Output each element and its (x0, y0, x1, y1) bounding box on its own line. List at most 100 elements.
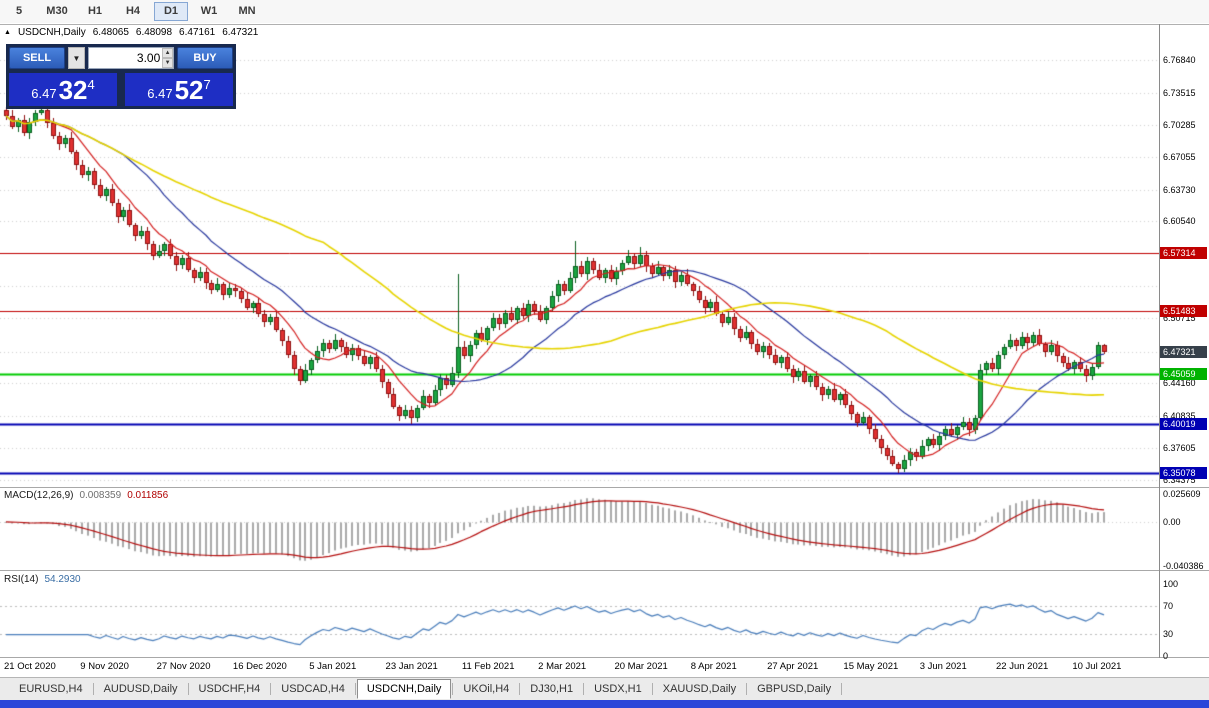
price-scale-label: 6.40835 (1163, 411, 1196, 422)
sell-button[interactable]: SELL (9, 47, 65, 69)
chart-title: USDCNH,Daily (17, 27, 86, 38)
chart-tab[interactable]: USDCAD,H4 (281, 683, 345, 695)
rsi-label: RSI(14) (4, 574, 39, 585)
macd-label-row: MACD(12,26,9) 0.008359 0.011856 (4, 490, 168, 501)
sell-price-pips: 32 (58, 74, 88, 105)
lot-dropdown-button[interactable]: ▼ (68, 47, 85, 69)
chart-tab-bar: EURUSD,H4 AUDUSD,Daily USDCHF,H4 USDCAD,H4 U… (0, 677, 1209, 700)
price-scale-label: 6.37605 (1163, 443, 1196, 454)
chart-tab[interactable]: AUDUSD,Daily (103, 683, 178, 695)
price-scale-label: 6.63730 (1163, 184, 1196, 195)
date-label: 2 Mar 2021 (538, 661, 587, 672)
date-label: 9 Nov 2020 (80, 661, 129, 672)
date-label: 5 Jan 2021 (309, 661, 357, 672)
current-price-chip: 6.47321 (1160, 345, 1207, 358)
date-label: 11 Feb 2021 (461, 661, 515, 672)
timeframe-button-mn[interactable]: MN (238, 5, 256, 17)
lot-increase-button[interactable]: ▲ (162, 48, 173, 58)
price-level-chip: 6.57314 (1160, 247, 1207, 260)
ohlc-high: 6.48098 (135, 27, 173, 38)
rsi-value: 54.2930 (44, 574, 81, 585)
date-label: 8 Apr 2021 (690, 661, 737, 672)
price-scale-label: 6.76840 (1163, 54, 1196, 65)
date-label: 20 Mar 2021 (614, 661, 668, 672)
date-label: 21 Oct 2020 (4, 661, 56, 672)
sell-price-prefix: 6.47 (31, 85, 57, 101)
tab-separator (354, 683, 356, 695)
tab-separator (452, 683, 454, 695)
tab-separator (92, 683, 94, 695)
tab-separator (841, 683, 843, 695)
price-scale-label: 0 (1163, 651, 1169, 661)
price-scale-label: 30 (1163, 629, 1174, 640)
chart-tab[interactable]: XAUUSD,Daily (662, 683, 737, 695)
chart-tab[interactable]: EURUSD,H4 (19, 683, 83, 695)
chart-tab[interactable]: USDCHF,H4 (198, 683, 261, 695)
chart-tab[interactable]: UKOil,H4 (463, 683, 510, 695)
chart-tab[interactable]: DJ30,H1 (530, 683, 574, 695)
date-label: 22 Jun 2021 (996, 661, 1049, 672)
rsi-indicator-chart[interactable] (0, 572, 1159, 657)
chevron-down-icon: ▼ (72, 53, 81, 63)
chart-tab[interactable]: USDX,H1 (594, 683, 642, 695)
lot-size-input[interactable] (89, 48, 163, 68)
tab-separator (583, 683, 585, 695)
price-scale-label: 6.67055 (1163, 151, 1196, 162)
buy-price-tile[interactable]: 6.47 52 7 (125, 73, 233, 106)
buy-price-point: 7 (203, 76, 211, 92)
price-level-chip: 6.51483 (1160, 304, 1207, 317)
price-scale-label: 6.60540 (1163, 216, 1196, 227)
price-scale-label: -0.040386 (1163, 560, 1204, 571)
date-label: 15 May 2021 (843, 661, 899, 672)
timeframe-button-m30[interactable]: M30 (46, 5, 68, 17)
ohlc-close: 6.47321 (222, 27, 259, 38)
axis-separator (0, 657, 1209, 658)
sell-price-tile[interactable]: 6.47 32 4 (9, 73, 117, 106)
candlestick-chart[interactable] (0, 40, 1159, 487)
price-scale-label: 6.34375 (1163, 475, 1196, 486)
price-scale-label: 6.73515 (1163, 87, 1196, 98)
timeframe-button-h1[interactable]: H1 (87, 5, 103, 17)
price-scale-border (1159, 24, 1160, 658)
chart-ohlc-bar: ▲ USDCNH,Daily 6.48065 6.48098 6.47161 6… (0, 26, 258, 39)
tab-separator (651, 683, 653, 695)
panel-separator[interactable] (0, 570, 1209, 571)
rsi-label-row: RSI(14) 54.2930 (4, 574, 81, 585)
tab-separator (746, 683, 748, 695)
price-scale-label: 0.00 (1163, 516, 1181, 527)
one-click-trading-widget: SELL ▼ ▲ ▼ BUY 6.47 32 4 6.47 52 7 (6, 44, 236, 109)
buy-price-pips: 52 (174, 74, 204, 105)
chart-tab[interactable]: GBPUSD,Daily (757, 683, 832, 695)
timeframe-button-d1[interactable]: D1 (154, 2, 188, 21)
macd-indicator-chart[interactable] (0, 488, 1159, 570)
date-label: 10 Jul 2021 (1072, 661, 1122, 672)
date-label: 27 Apr 2021 (767, 661, 819, 672)
chart-tab[interactable]: USDCNH,Daily (356, 679, 452, 699)
panel-separator[interactable] (0, 487, 1209, 488)
taskbar-strip (0, 700, 1209, 708)
collapse-chart-icon[interactable]: ▲ (4, 29, 11, 36)
date-label: 23 Jan 2021 (385, 661, 438, 672)
date-label: 3 Jun 2021 (919, 661, 967, 672)
timeframe-button-w1[interactable]: W1 (200, 5, 218, 17)
toolbar-divider (0, 24, 1209, 25)
price-scale-label: 0.025609 (1163, 489, 1201, 500)
timeframe-button-h4[interactable]: H4 (125, 5, 141, 17)
price-scale-label: 70 (1163, 600, 1174, 611)
macd-value-main: 0.008359 (79, 490, 122, 501)
buy-button[interactable]: BUY (177, 47, 233, 69)
price-level-chip: 6.45059 (1160, 368, 1207, 381)
macd-label: MACD(12,26,9) (4, 490, 74, 501)
lot-decrease-button[interactable]: ▼ (162, 58, 173, 68)
ohlc-open: 6.48065 (92, 27, 129, 38)
buy-price-prefix: 6.47 (147, 85, 173, 101)
lot-size-field: ▲ ▼ (88, 47, 174, 69)
lot-spinner: ▲ ▼ (162, 48, 173, 68)
tab-separator (270, 683, 272, 695)
macd-value-signal: 0.011856 (127, 490, 169, 501)
price-level-chip: 6.40019 (1160, 418, 1207, 431)
timeframe-button-5[interactable]: 5 (15, 5, 23, 17)
sell-price-point: 4 (87, 76, 95, 92)
tab-separator (187, 683, 189, 695)
